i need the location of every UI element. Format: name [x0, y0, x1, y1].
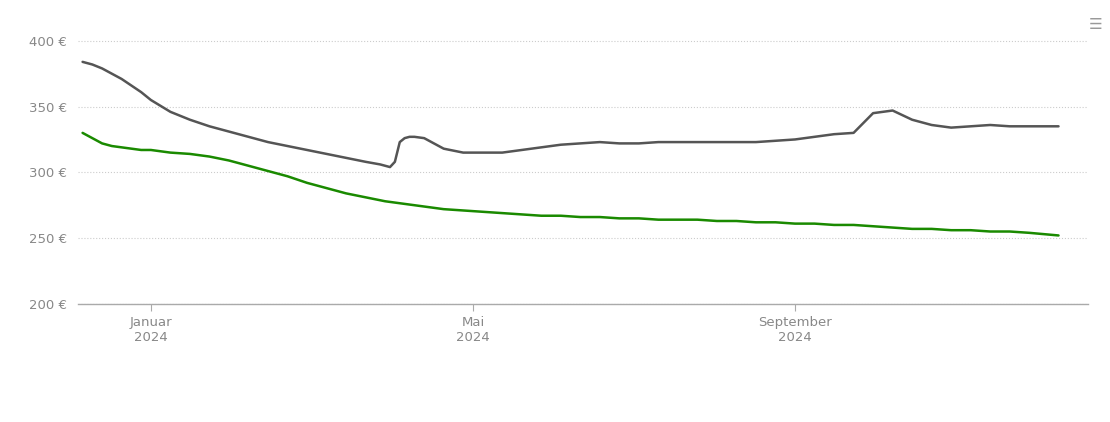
Text: ☰: ☰ — [1089, 17, 1102, 32]
Legend: lose Ware, Sackware: lose Ware, Sackware — [464, 419, 702, 422]
